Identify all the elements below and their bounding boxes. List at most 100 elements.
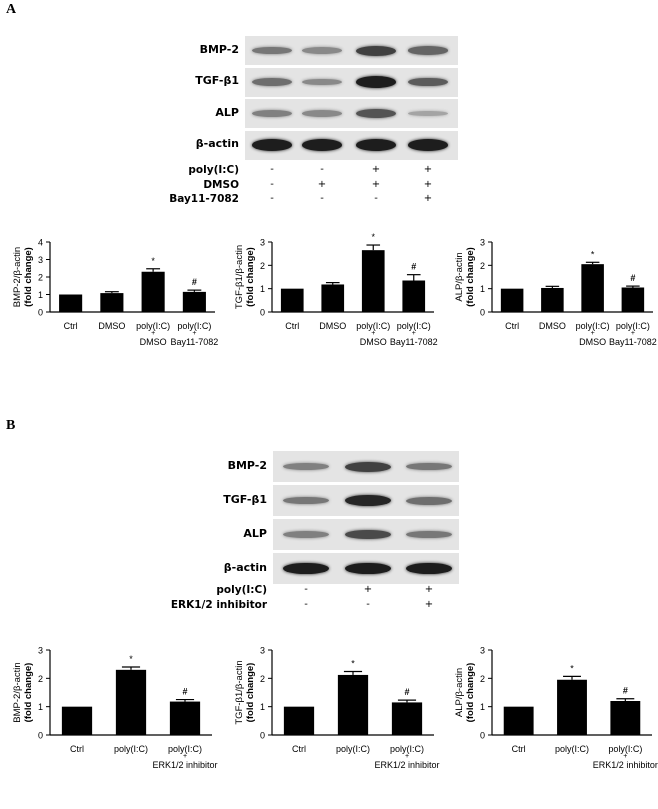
x-tick-label: poly(I:C) (616, 321, 650, 331)
y-tick-label: 2 (38, 674, 43, 684)
blot-a-band (302, 139, 342, 151)
y-tick-label: 3 (260, 646, 265, 656)
blot-a-row-label: TGF-β1 (195, 74, 239, 87)
blot-b-condition-sign: + (363, 584, 373, 595)
significance-marker: # (411, 262, 416, 272)
blot-a-condition-sign: + (423, 164, 433, 175)
x-tick-label: poly(I:C) (336, 744, 370, 754)
y-axis-label: BMP-2/β-actin(fold change) (12, 247, 34, 307)
blot-a-condition-sign: - (320, 164, 324, 175)
blot-a-condition-label: poly(I:C) (188, 164, 239, 176)
bar (115, 669, 147, 735)
x-tick-label: poly(I:C) (136, 321, 170, 331)
x-tick-label: Ctrl (292, 744, 306, 754)
y-tick-label: 4 (38, 238, 43, 248)
x-tick-label: + (192, 330, 196, 337)
x-tick-label: poly(I:C) (576, 321, 610, 331)
x-tick-label: + (412, 330, 416, 337)
blot-b-condition-sign: - (304, 598, 308, 610)
bar (391, 702, 423, 735)
blot-a-condition-sign: + (371, 178, 381, 190)
x-tick-label: poly(I:C) (177, 321, 211, 331)
panel-a-letter: A (6, 2, 17, 17)
y-tick-label: 0 (260, 308, 265, 318)
x-tick-label: + (405, 753, 409, 760)
blot-a-band (408, 77, 448, 87)
blot-a-condition-sign: - (374, 193, 378, 204)
blot-b-band (345, 562, 391, 575)
blot-b-band (345, 461, 391, 472)
blot-a-band (252, 139, 292, 151)
bar (500, 288, 524, 312)
x-tick-label: + (591, 330, 595, 337)
x-tick-label: poly(I:C) (608, 744, 642, 754)
bar (581, 264, 604, 312)
x-tick-label: poly(I:C) (356, 321, 390, 331)
x-tick-label: poly(I:C) (390, 744, 424, 754)
blot-a-band (356, 45, 396, 56)
y-tick-label: 2 (480, 674, 485, 684)
bar (361, 250, 385, 312)
bar (610, 701, 641, 735)
bar (337, 674, 369, 735)
x-tick-label: poly(I:C) (114, 744, 148, 754)
blot-b-band (406, 562, 452, 575)
significance-marker: * (591, 249, 595, 259)
bar (557, 679, 587, 735)
significance-marker: # (192, 277, 197, 287)
bar-chart-b-bmp2: 0 1 2 3 BMP-2/β-actin(fold change) Ctrl * poly(… (12, 646, 218, 771)
x-tick-label: + (151, 330, 155, 337)
bar (541, 287, 564, 312)
bar (283, 706, 315, 735)
significance-marker: * (351, 659, 355, 669)
y-tick-label: 2 (38, 273, 43, 283)
y-axis-label: BMP-2/β-actin(fold change) (12, 662, 34, 722)
bar (503, 706, 534, 735)
blot-a-condition-sign: + (423, 178, 433, 190)
bar (621, 287, 645, 312)
blot-a-band (252, 78, 292, 86)
blot-b-condition-label: ERK1/2 inhibitor (170, 598, 267, 611)
blot-b-row-label: TGF-β1 (223, 492, 267, 506)
x-tick-label: + (623, 753, 627, 760)
y-tick-label: 0 (260, 731, 265, 741)
panel-b-letter: B (6, 418, 16, 433)
x-tick-label: DMSO (98, 321, 125, 331)
blot-b-row-label: BMP-2 (227, 458, 267, 472)
bar (402, 280, 426, 312)
x-tick-label: DMSO (319, 321, 346, 331)
x-tick-label: Ctrl (64, 321, 78, 331)
blot-b-band (406, 530, 452, 539)
blot-b-band (406, 496, 452, 505)
y-tick-label: 3 (480, 238, 485, 248)
blot-a-condition-sign: + (423, 193, 433, 204)
bar-chart-a-alp: 0 1 2 3 ALP/β-actin(fold change) Ctrl DMSO * pol… (454, 238, 657, 348)
blot-b-band (345, 494, 391, 507)
blot-b-band (406, 462, 452, 471)
significance-marker: * (151, 256, 155, 266)
x-tick-label: Bay11-7082 (170, 337, 218, 347)
y-tick-label: 1 (480, 702, 485, 712)
x-tick-label: ERK1/2 inhibitor (374, 760, 439, 770)
blot-a-band (408, 110, 448, 117)
blot-a-band (356, 108, 396, 119)
significance-marker: * (129, 654, 133, 664)
y-tick-label: 1 (38, 290, 43, 300)
blot-b-row-label: ALP (243, 526, 267, 540)
blot-a-band (408, 46, 448, 55)
y-tick-label: 3 (38, 646, 43, 656)
x-tick-label: DMSO (360, 337, 387, 347)
bar (59, 294, 83, 312)
blot-b-condition-sign: + (424, 598, 434, 610)
y-axis-label: TGF-β1/β-actin(fold change) (234, 660, 256, 724)
significance-marker: # (623, 686, 628, 696)
y-tick-label: 0 (38, 731, 43, 741)
blot-a-band (408, 139, 448, 151)
blot-a-condition-label: Bay11-7082 (169, 193, 239, 205)
y-tick-label: 0 (480, 731, 485, 741)
blot-a-condition-sign: + (371, 164, 381, 175)
blot-a-band (252, 46, 292, 55)
blot-b-condition-label: poly(I:C) (216, 584, 267, 596)
blot-b-row-label: β-actin (223, 560, 267, 574)
bar (61, 706, 93, 735)
